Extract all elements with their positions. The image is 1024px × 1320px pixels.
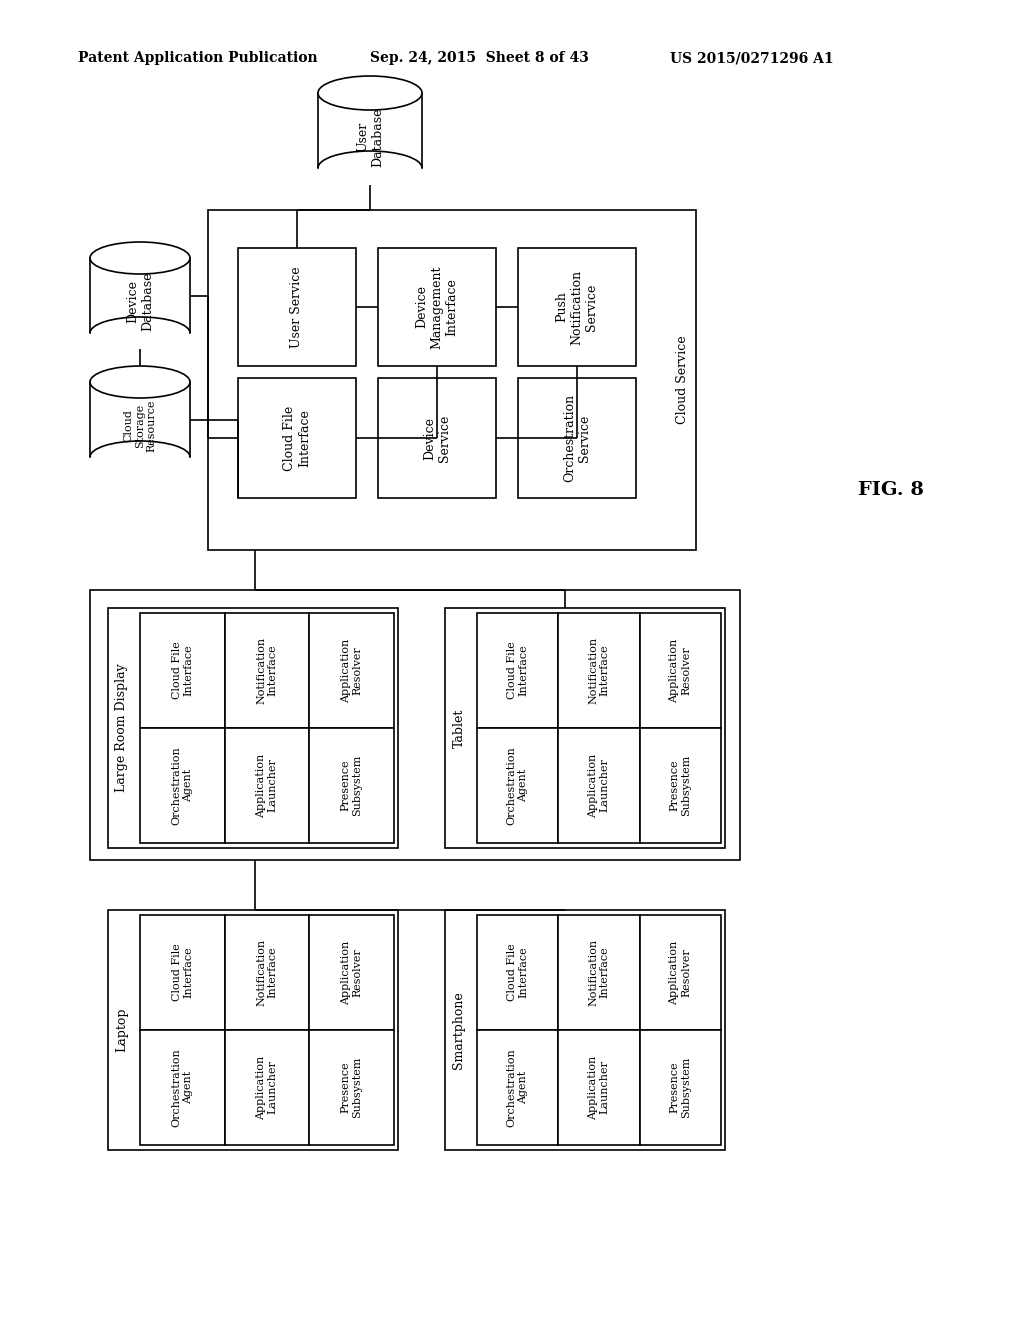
Text: Presence
Subsystem: Presence Subsystem xyxy=(670,1057,691,1118)
Text: Application
Launcher: Application Launcher xyxy=(256,754,278,817)
Text: Cloud File
Interface: Cloud File Interface xyxy=(283,405,311,471)
Bar xyxy=(477,1030,558,1144)
Bar xyxy=(90,590,740,861)
Bar xyxy=(318,92,422,168)
Bar xyxy=(140,729,224,843)
Bar xyxy=(238,378,356,498)
Text: Sep. 24, 2015  Sheet 8 of 43: Sep. 24, 2015 Sheet 8 of 43 xyxy=(370,51,589,65)
Bar xyxy=(90,381,190,457)
Text: Application
Resolver: Application Resolver xyxy=(341,639,362,702)
Bar xyxy=(558,1030,640,1144)
Bar xyxy=(90,257,190,333)
Text: Cloud File
Interface: Cloud File Interface xyxy=(172,642,194,700)
Text: Presence
Subsystem: Presence Subsystem xyxy=(341,755,362,816)
Bar xyxy=(558,729,640,843)
Bar xyxy=(309,915,394,1030)
Text: Application
Resolver: Application Resolver xyxy=(670,940,691,1005)
Text: Notification
Interface: Notification Interface xyxy=(256,638,278,704)
Text: Tablet: Tablet xyxy=(453,709,466,747)
Bar xyxy=(640,612,721,729)
Text: Large Room Display: Large Room Display xyxy=(116,664,128,792)
Bar xyxy=(518,378,636,498)
Text: Presence
Subsystem: Presence Subsystem xyxy=(670,755,691,816)
Text: Cloud File
Interface: Cloud File Interface xyxy=(507,944,528,1002)
Bar xyxy=(640,915,721,1030)
Bar xyxy=(108,609,398,847)
Text: User
Database: User Database xyxy=(356,107,384,166)
Text: US 2015/0271296 A1: US 2015/0271296 A1 xyxy=(670,51,834,65)
Text: Device
Management
Interface: Device Management Interface xyxy=(416,265,459,348)
Text: Cloud File
Interface: Cloud File Interface xyxy=(172,944,194,1002)
Text: Orchestration
Agent: Orchestration Agent xyxy=(507,746,528,825)
Bar xyxy=(378,378,496,498)
Bar xyxy=(224,729,309,843)
Bar xyxy=(309,729,394,843)
Text: Device
Service: Device Service xyxy=(423,414,451,462)
Text: Push
Notification
Service: Push Notification Service xyxy=(555,269,598,345)
Bar xyxy=(477,915,558,1030)
Bar xyxy=(208,210,696,550)
Bar xyxy=(558,612,640,729)
Text: Orchestration
Agent: Orchestration Agent xyxy=(172,746,194,825)
Text: Cloud File
Interface: Cloud File Interface xyxy=(507,642,528,700)
Ellipse shape xyxy=(90,242,190,275)
Bar xyxy=(140,915,224,1030)
Text: Orchestration
Agent: Orchestration Agent xyxy=(172,1048,194,1127)
Text: Orchestration
Service: Orchestration Service xyxy=(563,393,591,482)
Text: Application
Launcher: Application Launcher xyxy=(588,754,610,817)
Bar xyxy=(640,729,721,843)
Text: Notification
Interface: Notification Interface xyxy=(588,638,610,704)
Text: Orchestration
Agent: Orchestration Agent xyxy=(507,1048,528,1127)
Bar xyxy=(140,1030,224,1144)
Text: Laptop: Laptop xyxy=(116,1007,128,1052)
Text: User Service: User Service xyxy=(291,267,303,347)
Ellipse shape xyxy=(90,366,190,399)
Bar xyxy=(477,612,558,729)
Text: Presence
Subsystem: Presence Subsystem xyxy=(341,1057,362,1118)
Bar xyxy=(558,915,640,1030)
Text: Smartphone: Smartphone xyxy=(453,991,466,1069)
Text: FIG. 8: FIG. 8 xyxy=(858,480,924,499)
Bar xyxy=(640,1030,721,1144)
Text: Notification
Interface: Notification Interface xyxy=(256,939,278,1006)
Bar xyxy=(108,909,398,1150)
Bar xyxy=(224,915,309,1030)
Bar xyxy=(224,612,309,729)
Ellipse shape xyxy=(318,77,422,110)
Text: Cloud
Storage
Resource: Cloud Storage Resource xyxy=(124,399,157,451)
Bar xyxy=(309,612,394,729)
Text: Device
Database: Device Database xyxy=(126,272,154,331)
Text: Cloud Service: Cloud Service xyxy=(677,335,689,424)
Bar xyxy=(140,612,224,729)
Text: Patent Application Publication: Patent Application Publication xyxy=(78,51,317,65)
Bar xyxy=(378,248,496,366)
Bar xyxy=(309,1030,394,1144)
Bar xyxy=(445,609,725,847)
Text: Application
Launcher: Application Launcher xyxy=(256,1056,278,1119)
Bar xyxy=(224,1030,309,1144)
Bar xyxy=(477,729,558,843)
Text: Application
Resolver: Application Resolver xyxy=(670,639,691,702)
Text: Notification
Interface: Notification Interface xyxy=(588,939,610,1006)
Bar xyxy=(445,909,725,1150)
Bar xyxy=(518,248,636,366)
Bar xyxy=(238,248,356,366)
Text: Application
Launcher: Application Launcher xyxy=(588,1056,610,1119)
Text: Application
Resolver: Application Resolver xyxy=(341,940,362,1005)
